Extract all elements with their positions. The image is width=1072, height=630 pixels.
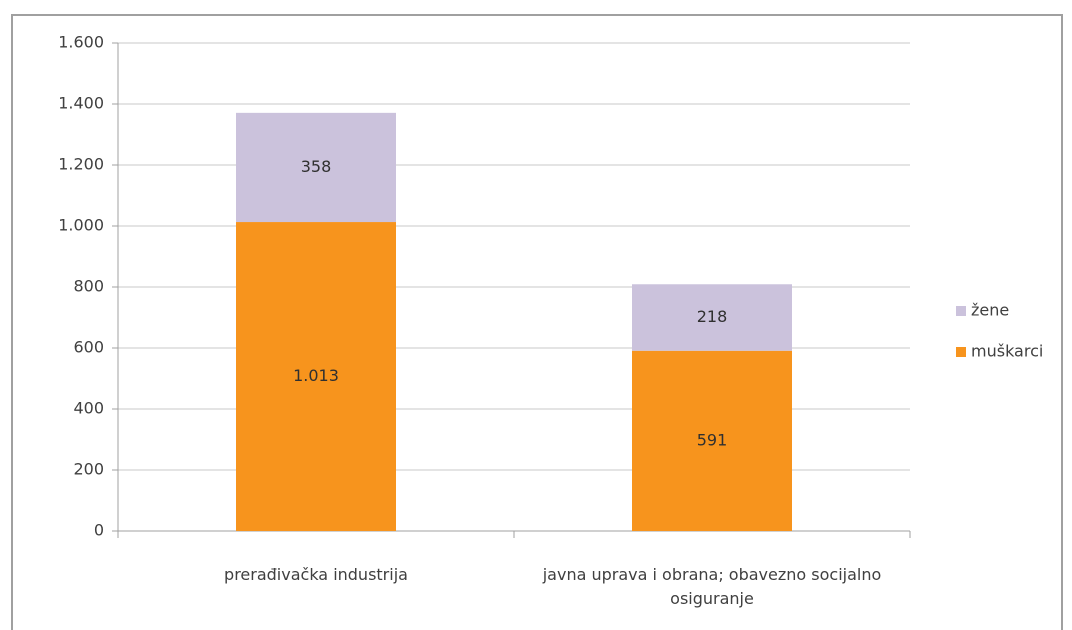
y-tick-label: 400 [73, 399, 104, 418]
data-label: 358 [301, 157, 332, 176]
x-tick-label: javna uprava i obrana; obavezno socijaln… [542, 565, 882, 608]
bar-segment [236, 222, 396, 531]
bar-segment [632, 350, 792, 531]
y-tick-label: 1.600 [58, 33, 104, 52]
bar-segment [632, 284, 792, 351]
bar-segment [236, 112, 396, 223]
y-tick-label: 600 [73, 338, 104, 357]
y-tick-label: 200 [73, 460, 104, 479]
legend-label: muškarci [971, 342, 1043, 361]
x-tick-label: prerađivačka industrija [224, 565, 408, 584]
y-tick-label: 1.400 [58, 94, 104, 113]
chart-frame [11, 14, 1063, 630]
y-tick-label: 1.200 [58, 155, 104, 174]
y-tick-label: 800 [73, 277, 104, 296]
y-tick-label: 1.000 [58, 216, 104, 235]
y-tick-label: 0 [94, 521, 104, 540]
data-label: 1.013 [293, 366, 339, 385]
data-label: 591 [697, 430, 728, 449]
legend-swatch [956, 347, 966, 357]
legend-swatch [956, 306, 966, 316]
data-label: 218 [697, 307, 728, 326]
legend-label: žene [971, 301, 1009, 320]
